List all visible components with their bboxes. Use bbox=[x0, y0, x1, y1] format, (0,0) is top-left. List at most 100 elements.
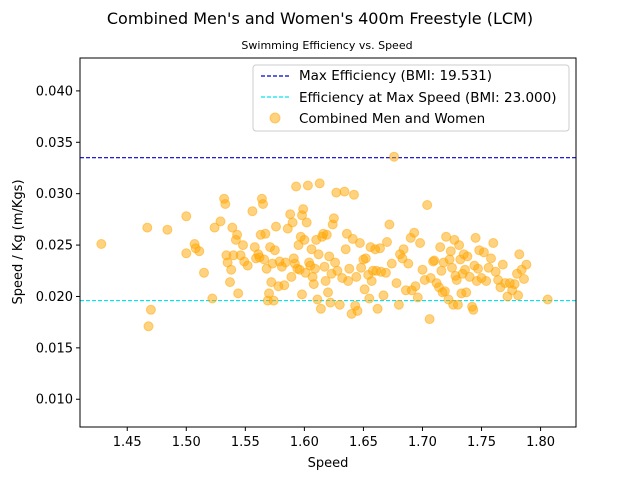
data-point bbox=[417, 264, 428, 275]
data-point bbox=[391, 278, 402, 289]
data-point bbox=[490, 266, 501, 277]
y-tick-label: 0.020 bbox=[36, 290, 73, 305]
data-point bbox=[291, 181, 302, 192]
data-point bbox=[215, 216, 226, 227]
data-point bbox=[519, 274, 529, 284]
data-point bbox=[366, 276, 377, 286]
data-point bbox=[435, 242, 446, 253]
data-point bbox=[343, 276, 354, 286]
data-point bbox=[181, 248, 192, 259]
data-point bbox=[445, 246, 456, 257]
data-point bbox=[354, 238, 365, 248]
data-point bbox=[447, 262, 457, 273]
data-point bbox=[389, 151, 400, 162]
legend-series-marker bbox=[269, 112, 281, 124]
data-point bbox=[258, 199, 268, 209]
x-tick-label: 1.70 bbox=[408, 435, 437, 450]
data-point bbox=[242, 260, 253, 271]
data-point bbox=[233, 288, 244, 299]
data-point bbox=[382, 237, 392, 247]
data-point bbox=[323, 287, 333, 298]
data-point bbox=[181, 211, 192, 222]
data-point bbox=[436, 265, 447, 276]
data-point bbox=[297, 289, 307, 300]
data-point bbox=[328, 213, 339, 224]
y-tick-label: 0.040 bbox=[36, 84, 73, 99]
data-point bbox=[514, 249, 525, 260]
data-point bbox=[264, 288, 274, 299]
data-point bbox=[308, 279, 319, 290]
y-tick-label: 0.030 bbox=[36, 187, 73, 202]
data-point bbox=[439, 286, 450, 297]
plot-frame bbox=[79, 57, 577, 428]
data-point bbox=[461, 287, 472, 298]
y-tick-label: 0.025 bbox=[36, 239, 73, 254]
data-point bbox=[199, 267, 209, 278]
data-point bbox=[142, 222, 153, 233]
data-point bbox=[207, 293, 218, 304]
data-point bbox=[410, 281, 421, 292]
data-point bbox=[226, 264, 237, 275]
data-point bbox=[486, 253, 496, 264]
data-point bbox=[279, 280, 290, 291]
data-point bbox=[209, 222, 220, 233]
data-point bbox=[441, 231, 452, 242]
data-point bbox=[339, 186, 350, 197]
data-point bbox=[220, 199, 231, 209]
data-point bbox=[268, 295, 279, 306]
data-point bbox=[364, 293, 375, 304]
y-tick-label: 0.015 bbox=[36, 341, 73, 356]
data-point bbox=[271, 221, 281, 232]
x-tick-label: 1.75 bbox=[467, 435, 496, 450]
data-point bbox=[280, 257, 291, 268]
data-point bbox=[247, 206, 258, 217]
data-point bbox=[351, 271, 362, 282]
data-point bbox=[451, 275, 462, 285]
data-point bbox=[378, 290, 389, 301]
data-point bbox=[384, 219, 395, 230]
data-point bbox=[306, 244, 317, 255]
x-tick-label: 1.50 bbox=[172, 435, 201, 450]
chart-title: Combined Men's and Women's 400m Freestyl… bbox=[107, 9, 533, 28]
x-axis-label: Speed bbox=[308, 456, 349, 471]
data-point bbox=[473, 263, 483, 274]
data-point bbox=[393, 299, 404, 310]
y-axis-label: Speed / Kg (m/Kgs) bbox=[11, 179, 26, 304]
y-tick-label: 0.010 bbox=[36, 393, 73, 408]
data-point bbox=[334, 299, 345, 310]
data-point bbox=[356, 262, 367, 273]
data-point bbox=[478, 247, 489, 258]
x-tick-label: 1.60 bbox=[290, 435, 319, 450]
data-point bbox=[314, 178, 325, 189]
data-point bbox=[319, 261, 330, 272]
legend-max-speed-label: Efficiency at Max Speed (BMI: 23.000) bbox=[299, 90, 557, 106]
legend-max-efficiency-label: Max Efficiency (BMI: 19.531) bbox=[299, 68, 492, 84]
data-point bbox=[375, 243, 385, 254]
data-point bbox=[320, 276, 331, 286]
data-point bbox=[315, 303, 326, 314]
data-point bbox=[344, 263, 355, 274]
data-point bbox=[386, 258, 397, 269]
data-point bbox=[331, 187, 342, 198]
y-tick-label: 0.035 bbox=[36, 136, 73, 151]
data-point bbox=[349, 189, 359, 200]
data-point bbox=[488, 238, 499, 248]
x-tick-label: 1.45 bbox=[113, 435, 142, 450]
data-point bbox=[145, 304, 156, 315]
data-point bbox=[398, 244, 409, 255]
data-point bbox=[310, 263, 320, 274]
data-point bbox=[513, 290, 524, 301]
legend-frame bbox=[252, 64, 570, 132]
data-point bbox=[380, 267, 391, 278]
data-point bbox=[454, 240, 465, 251]
data-point bbox=[340, 244, 351, 255]
data-point bbox=[162, 224, 173, 235]
data-point bbox=[444, 254, 455, 265]
chart-subtitle: Swimming Efficiency vs. Speed bbox=[241, 39, 412, 52]
data-point bbox=[298, 204, 309, 215]
data-point bbox=[287, 217, 298, 228]
data-point bbox=[285, 209, 296, 220]
legend-series-label: Combined Men and Women bbox=[299, 111, 485, 127]
x-axis-ticks: 1.45 1.50 1.55 1.60 1.65 1.70 1.75 1.80 bbox=[113, 427, 555, 450]
